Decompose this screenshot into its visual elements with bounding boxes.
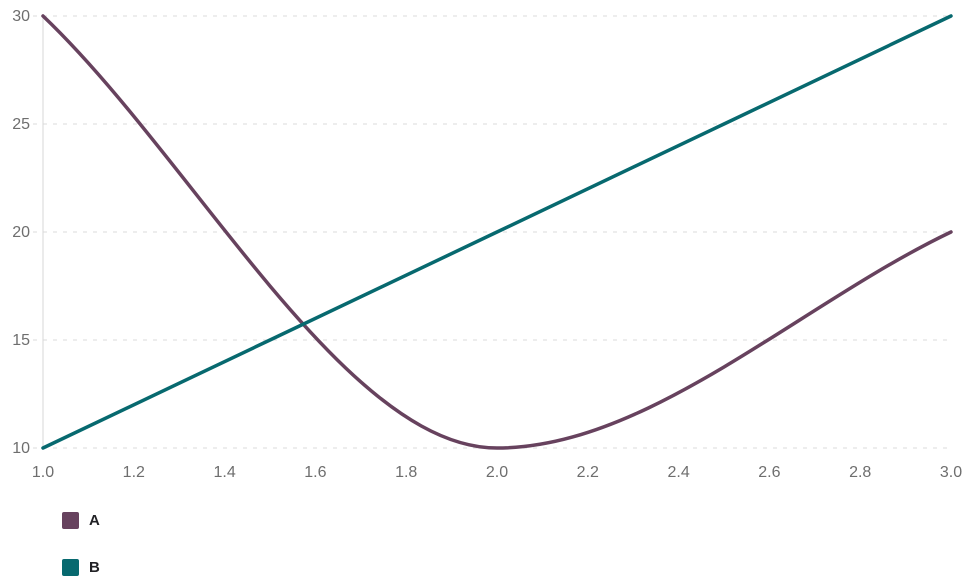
x-tick-label: 1.0: [32, 464, 54, 481]
legend-swatch-a: [62, 512, 79, 529]
x-tick-label: 2.2: [577, 464, 599, 481]
series-line-b: [41, 14, 953, 450]
legend-label-a: A: [89, 512, 100, 529]
y-tick-label: 15: [12, 332, 30, 349]
x-tick-label: 2.4: [667, 464, 689, 481]
legend-item-b[interactable]: B: [62, 559, 100, 576]
x-tick-label: 1.4: [213, 464, 235, 481]
legend-swatch-b: [62, 559, 79, 576]
plot-area: 10 15 20 25 30 1.0 1.2 1.4 1.6 1.8 2.0 2.2 2.4 2.6 2.8…: [12, 8, 962, 481]
legend: A B: [62, 512, 100, 576]
y-tick-label: 30: [12, 8, 30, 25]
y-tick-label: 10: [12, 440, 30, 457]
legend-label-b: B: [89, 559, 100, 576]
series-line-a: [41, 14, 953, 450]
x-tick-label: 1.6: [304, 464, 326, 481]
x-tick-label: 2.8: [849, 464, 871, 481]
x-tick-label: 2.0: [486, 464, 508, 481]
x-tick-label: 1.8: [395, 464, 417, 481]
x-tick-label: 1.2: [123, 464, 145, 481]
y-tick-label: 20: [12, 224, 30, 241]
x-tick-label: 2.6: [758, 464, 780, 481]
legend-item-a[interactable]: A: [62, 512, 100, 529]
y-tick-label: 25: [12, 116, 30, 133]
x-tick-label: 3.0: [940, 464, 962, 481]
